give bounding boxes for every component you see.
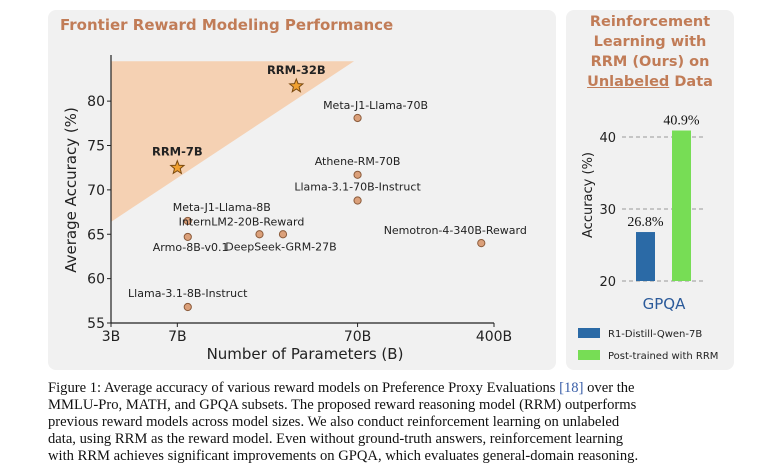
- scatter-point: [353, 113, 362, 123]
- legend-swatch: [578, 350, 600, 360]
- caption-text: Figure 1: Average accuracy of various re…: [48, 380, 560, 396]
- scatter-point: [278, 230, 288, 239]
- rl-title-line-3: RRM (Ours) on: [590, 54, 710, 70]
- caption-line: previous reward models across model size…: [48, 414, 738, 431]
- point-label: Athene-RM-70B: [315, 155, 401, 168]
- caption-text: over the: [583, 380, 635, 396]
- scatter-point: [183, 302, 192, 312]
- scatter-point: [353, 170, 362, 179]
- scatter-point: [183, 232, 192, 242]
- y-tick-label: 80: [87, 94, 105, 110]
- caption-line: data, using RRM as the reward model. Eve…: [48, 431, 738, 448]
- caption-line: with RRM achieves significant improvemen…: [48, 448, 738, 465]
- figure-charts: 55 60 65 70 75 80 3B 7B 70B 400B Number of Paramet…: [62, 55, 718, 363]
- frontier-region: [111, 61, 354, 222]
- x-tick-label: 3B: [102, 329, 121, 345]
- point-label: InternLM2-20B-Reward: [179, 215, 305, 228]
- figure-caption: Figure 1: Average accuracy of various re…: [48, 380, 738, 465]
- legend-label: Post-trained with RRM: [608, 351, 718, 362]
- star-point: [288, 77, 305, 93]
- y-axis-label: Average Accuracy (%): [62, 107, 80, 273]
- point-label: Nemotron-4-340B-Reward: [384, 224, 527, 237]
- caption-text: MMLU-Pro, MATH, and GPQA subsets. The pr…: [48, 397, 637, 413]
- rl-title-underlined: Unlabeled: [587, 74, 670, 90]
- point-label: Meta-J1-Llama-70B: [323, 99, 428, 112]
- rl-title-tail: Data: [674, 74, 713, 90]
- point-label: RRM-32B: [267, 63, 326, 77]
- caption-text: data, using RRM as the reward model. Eve…: [48, 431, 624, 447]
- bar: [672, 130, 691, 281]
- rl-panel-title: Reinforcement Learning with RRM (Ours) o…: [566, 12, 734, 92]
- point-label: DeepSeek-GRM-27B: [225, 240, 336, 253]
- y-tick-label: 55: [87, 316, 105, 332]
- rl-title-line-1: Reinforcement: [589, 14, 711, 30]
- scatter-point: [183, 216, 192, 226]
- x-tick-label: 7B: [168, 329, 187, 345]
- y-tick-label: 60: [87, 272, 105, 288]
- caption-text: with RRM achieves significant improvemen…: [48, 448, 639, 464]
- legend-swatch: [578, 328, 600, 338]
- y-tick-label: 70: [87, 183, 105, 199]
- citation-link[interactable]: [18]: [559, 380, 584, 396]
- point-label: Llama-3.1-70B-Instruct: [294, 181, 421, 194]
- bar-value-label: 26.8%: [627, 215, 664, 230]
- y-tick-label: 75: [87, 139, 105, 155]
- bar-value-label: 40.9%: [663, 114, 700, 129]
- x-tick-label: 400B: [476, 329, 512, 345]
- caption-line: MMLU-Pro, MATH, and GPQA subsets. The pr…: [48, 397, 738, 414]
- point-label: RRM-7B: [152, 145, 203, 159]
- rl-panel: Reinforcement Learning with RRM (Ours) o…: [566, 10, 734, 370]
- y-tick-label: 65: [87, 227, 105, 243]
- scatter-point: [255, 230, 264, 239]
- rl-title-line-2: Learning with: [593, 34, 707, 50]
- x-tick-label: 70B: [344, 329, 371, 345]
- scatter-panel-title: Frontier Reward Modeling Performance: [60, 16, 394, 34]
- point-label: Meta-J1-Llama-8B: [173, 201, 271, 214]
- bar-category-label: GPQA: [643, 295, 686, 313]
- bar-y-axis-label: Accuracy (%): [581, 152, 596, 238]
- bar: [636, 232, 655, 281]
- bar-y-tick-label: 40: [599, 131, 616, 146]
- point-label: Armo-8B-v0.1: [153, 241, 229, 254]
- caption-text: previous reward models across model size…: [48, 414, 620, 430]
- x-axis-label: Number of Parameters (B): [207, 345, 404, 363]
- scatter-point: [477, 239, 486, 248]
- star-point: [169, 159, 186, 175]
- bar-y-tick-label: 20: [599, 275, 616, 290]
- rl-title-line-4: Unlabeled Data: [566, 72, 734, 92]
- legend-label: R1-Distill-Qwen-7B: [608, 329, 702, 340]
- scatter-point: [353, 196, 362, 205]
- bar-y-tick-label: 30: [599, 203, 616, 218]
- point-label: Llama-3.1-8B-Instruct: [128, 287, 248, 300]
- caption-line: Figure 1: Average accuracy of various re…: [48, 380, 738, 397]
